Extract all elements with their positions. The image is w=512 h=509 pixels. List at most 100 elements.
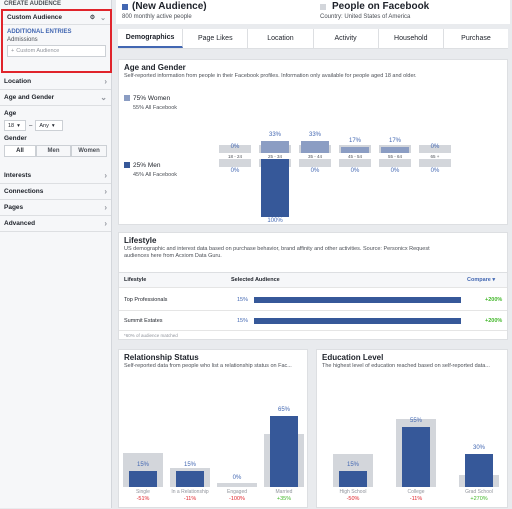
facebook-men-bar [299, 159, 331, 167]
women-percent-label: 17% [348, 137, 361, 144]
category-label: Engaged [226, 489, 248, 495]
men-percent-label: 0% [390, 168, 400, 174]
tab-location[interactable]: Location [248, 29, 314, 48]
index-label: +270% [470, 496, 488, 502]
age-max-value: Any [39, 122, 49, 129]
age-label: Age [4, 110, 17, 117]
card-title: Lifestyle [124, 236, 157, 245]
tab-page-likes[interactable]: Page Likes [183, 29, 249, 48]
gender-all-button[interactable]: All [4, 145, 36, 157]
index-label: -51% [136, 496, 150, 502]
age-gender-chart: 18 - 24 0% 0% 25 - 34 33% 100% 35 - 44 33% 0% 45 … [119, 60, 509, 226]
age-gender-card: Age and Gender Self-reported information… [118, 59, 508, 225]
select-arrow-icon: ▾ [17, 122, 20, 129]
women-percent-label: 33% [268, 132, 281, 139]
custom-audience-header[interactable]: Custom Audience ⚙ ⌄ [3, 11, 110, 25]
relationship-chart: 15% Single -51% 15% In a Relationship -11% 0% E… [119, 350, 309, 509]
women-percent-label: 0% [230, 144, 240, 150]
table-row: Top Professionals 15% +200% [119, 289, 507, 311]
gender-men-button[interactable]: Men [36, 145, 71, 157]
facebook-swatch [320, 4, 326, 10]
age-group-label: 35 - 44 [307, 153, 322, 159]
table-row: Summit Estates 15% +200% [119, 311, 507, 331]
sidebar: CREATE AUDIENCE Custom Audience ⚙ ⌄ ADDI… [0, 0, 112, 508]
audience-header: (New Audience) 800 monthly active people… [116, 0, 510, 24]
sidebar-item-label: Location [4, 78, 32, 85]
custom-audience-section: Custom Audience ⚙ ⌄ ADDITIONAL ENTRIES A… [1, 9, 112, 73]
gender-women-button[interactable]: Women [71, 145, 107, 157]
sidebar-item-age-gender[interactable]: Age and Gender ⌄ [0, 90, 111, 106]
gear-icon[interactable]: ⚙ [89, 15, 96, 21]
audience-bar [176, 470, 204, 487]
custom-audience-label: Custom Audience [7, 14, 63, 21]
select-arrow-icon: ▾ [492, 277, 496, 283]
gender-toggle: All Men Women [4, 145, 107, 157]
women-percent-label: 33% [308, 132, 321, 139]
lifestyle-bar [254, 297, 461, 303]
women-legend: 75% Women [124, 95, 170, 102]
tab-purchase[interactable]: Purchase [461, 35, 491, 42]
category-label: In a Relationship [171, 489, 209, 495]
age-min-select[interactable]: 18 ▾ [4, 120, 26, 131]
women-percent-label: 17% [388, 137, 401, 144]
index-label: -50% [346, 496, 360, 502]
facebook-men-bar [379, 159, 411, 167]
sidebar-item-label: Age and Gender [4, 94, 55, 101]
audience-bar [339, 470, 367, 487]
tab-activity[interactable]: Activity [314, 29, 379, 48]
custom-audience-placeholder: Custom Audience [16, 48, 60, 54]
audience-bar [270, 415, 298, 487]
gender-label: Gender [4, 135, 27, 142]
men-percent-label: 0% [310, 168, 320, 174]
men-percent: 25% Men [133, 162, 161, 169]
education-card: Education Level The highest level of edu… [316, 349, 508, 508]
men-legend: 25% Men [124, 162, 160, 169]
index-label: -11% [183, 496, 197, 502]
main-content: (New Audience) 800 monthly active people… [114, 0, 512, 508]
category-label: Married [275, 489, 293, 495]
bar-percent-label: 0% [232, 475, 242, 481]
card-title: Relationship Status [124, 353, 199, 362]
sidebar-item-connections[interactable]: Connections › [0, 184, 111, 200]
age-gender-section: Age 18 ▾ – Any ▾ Gender All Men Women [0, 106, 111, 157]
lifestyle-table-header: Lifestyle Selected Audience Compare ▾ [119, 272, 507, 288]
card-description: Self-reported data from people who list … [124, 363, 292, 369]
men-all-facebook: 45% All Facebook [133, 172, 178, 178]
sidebar-item-label: Pages [4, 204, 24, 211]
sidebar-item-interests[interactable]: Interests › [0, 168, 111, 184]
age-min-value: 18 [8, 122, 15, 129]
sidebar-item-location[interactable]: Location › [0, 74, 111, 90]
card-description: Self-reported information from people in… [124, 73, 417, 79]
age-max-select[interactable]: Any ▾ [35, 120, 64, 131]
bar-percent-label: 15% [346, 461, 359, 468]
sidebar-item-advanced[interactable]: Advanced › [0, 216, 111, 232]
sidebar-item-label: Interests [4, 172, 32, 179]
women-percent-label: 0% [430, 144, 440, 150]
lifestyle-index: +200% [485, 317, 503, 324]
men-percent-label: 0% [350, 168, 360, 174]
lifestyle-card: Lifestyle US demographic and interest da… [118, 232, 508, 340]
people-on-facebook-title: People on Facebook [332, 1, 430, 12]
age-group-label: 55 - 64 [387, 153, 402, 159]
sidebar-item-pages[interactable]: Pages › [0, 200, 111, 216]
men-bar [261, 159, 289, 217]
men-percent-label: 0% [430, 168, 440, 174]
education-chart: 15% High School -50% 55% College -11% 30% Grad … [317, 350, 509, 509]
audience-bar [129, 470, 157, 487]
age-group-label: 45 - 54 [347, 153, 362, 159]
chevron-down-icon[interactable]: ⌄ [100, 14, 106, 22]
chevron-down-icon: ⌄ [100, 93, 107, 102]
new-audience-title: (New Audience) [132, 1, 207, 12]
bar-percent-label: 30% [472, 445, 485, 451]
compare-dropdown[interactable]: Compare ▾ [467, 277, 495, 283]
sidebar-item-label: Connections [4, 188, 44, 195]
tab-demographics[interactable]: Demographics [118, 29, 184, 48]
men-percent-label: 0% [230, 168, 240, 174]
audience-bar [465, 454, 493, 487]
custom-audience-input[interactable]: + Custom Audience [7, 45, 106, 57]
facebook-women-bar [219, 145, 251, 153]
tab-household[interactable]: Household [379, 29, 444, 48]
index-label: +35% [276, 496, 292, 502]
lifestyle-name: Top Professionals [124, 296, 168, 303]
tab-bar: Demographics Page Likes Location Activit… [118, 29, 508, 49]
